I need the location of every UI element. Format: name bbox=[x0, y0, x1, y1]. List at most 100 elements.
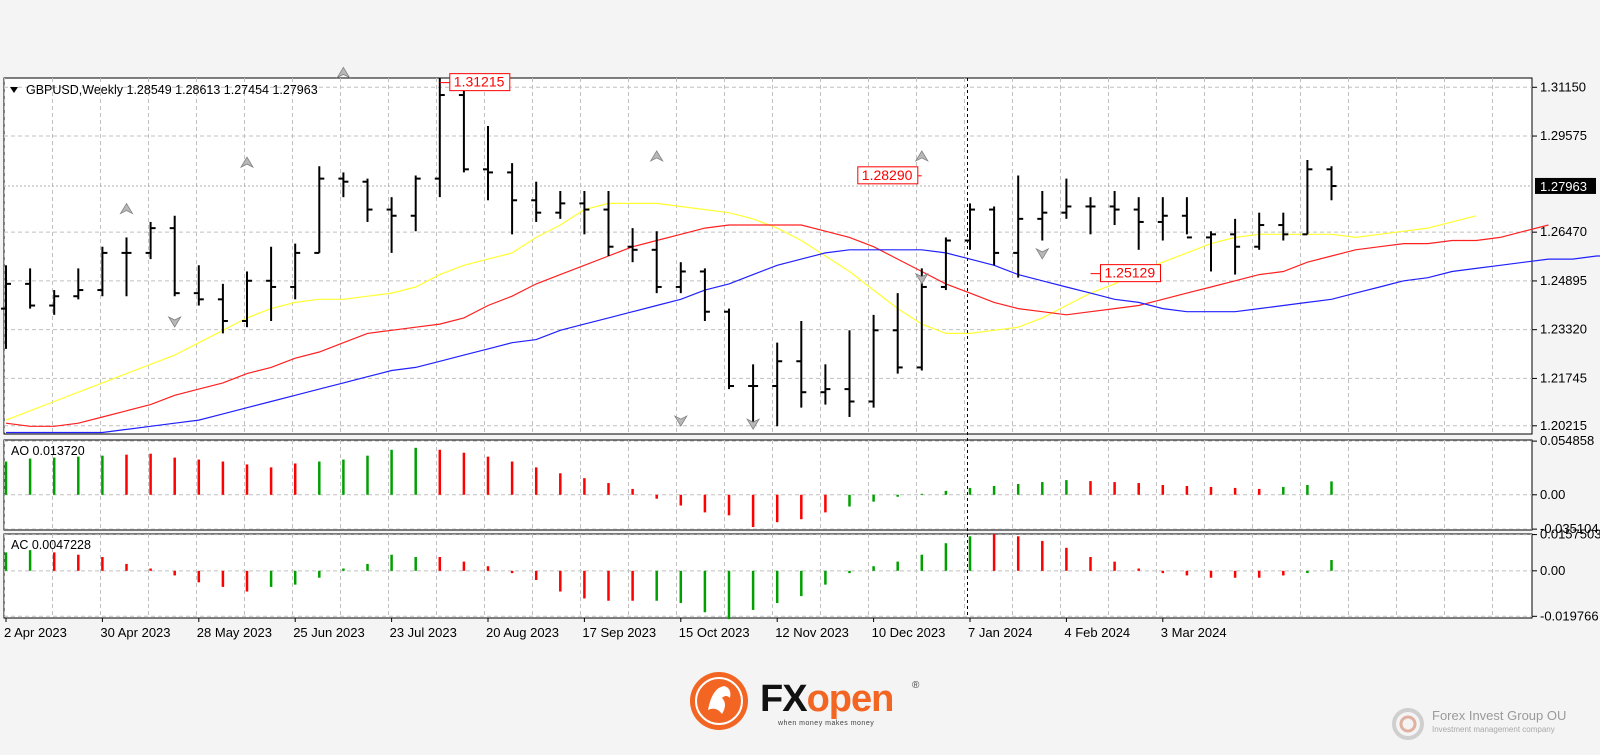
price-label-box bbox=[857, 166, 919, 185]
price-tick-label: 1.26470 bbox=[1540, 224, 1587, 239]
ohlc-bar bbox=[338, 172, 349, 198]
time-tick-label: 3 Mar 2024 bbox=[1161, 625, 1227, 640]
price-tick-label: 1.20215 bbox=[1540, 418, 1587, 433]
ohlc-bar bbox=[1326, 166, 1337, 201]
price-tick-label: 1.21745 bbox=[1540, 370, 1587, 385]
ohlc-bar bbox=[989, 206, 1000, 266]
price-label-box bbox=[449, 73, 511, 92]
ohlc-bar bbox=[73, 268, 84, 300]
ohlc-bar bbox=[507, 163, 518, 235]
ohlc-bar bbox=[483, 125, 493, 201]
ohlc-bar bbox=[748, 364, 759, 424]
ohlc-bar bbox=[868, 314, 879, 408]
time-tick-label: 25 Jun 2023 bbox=[293, 625, 365, 640]
fractal-down-icon bbox=[746, 418, 761, 430]
ohlc-bar bbox=[1302, 160, 1313, 236]
fractal-up-icon bbox=[649, 150, 664, 162]
ohlc-bar bbox=[121, 237, 132, 297]
ohlc-bar bbox=[1254, 212, 1265, 250]
ohlc-bar bbox=[1230, 218, 1241, 275]
ohlc-bar bbox=[1037, 190, 1048, 241]
ohlc-bar bbox=[242, 271, 252, 328]
symbol-header: GBPUSD,Weekly 1.28549 1.28613 1.27454 1.… bbox=[26, 83, 318, 97]
ohlc-bar bbox=[362, 178, 373, 222]
price-label-text: 1.28290 bbox=[862, 167, 913, 183]
time-tick-label: 2 Apr 2023 bbox=[4, 625, 67, 640]
time-tick-label: 23 Jul 2023 bbox=[390, 625, 457, 640]
corp-name: Forex Invest Group OU bbox=[1432, 708, 1567, 723]
ac-tick-label: 0.00 bbox=[1540, 563, 1565, 578]
fractal-up-icon bbox=[336, 66, 351, 79]
brand-name: FXopen bbox=[760, 678, 894, 720]
ohlc-bar bbox=[1109, 190, 1120, 226]
ohlc-bar bbox=[531, 181, 542, 222]
ohlc-bar bbox=[555, 190, 566, 219]
time-tick-label: 10 Dec 2023 bbox=[872, 625, 946, 640]
price-label-text: 1.31215 bbox=[454, 74, 505, 90]
current-price-label: 1.27963 bbox=[1540, 179, 1587, 194]
ohlc-bar bbox=[844, 330, 855, 417]
ohlc-bar bbox=[699, 268, 710, 322]
ohlc-bar bbox=[410, 175, 421, 232]
ohlc-bar bbox=[1061, 178, 1072, 219]
ohlc-bar bbox=[290, 243, 301, 300]
ohlc-bar bbox=[97, 246, 108, 297]
price-tick-label: 1.31150 bbox=[1540, 79, 1586, 94]
chart-area: 1.31215 1.28290 1.25129 1.31150 1.29575 1.264… bbox=[1, 66, 1600, 640]
price-tick-label: 1.29575 bbox=[1540, 128, 1587, 143]
time-tick-label: 28 May 2023 bbox=[197, 625, 272, 640]
ohlc-bar bbox=[1133, 197, 1144, 250]
ohlc-bar bbox=[266, 246, 277, 322]
fxopen-logo-icon bbox=[690, 672, 748, 730]
fractal-up-icon bbox=[914, 150, 929, 162]
footer: FXopen ® when money makes money Forex In… bbox=[0, 650, 1600, 755]
current-price-box bbox=[1535, 177, 1596, 194]
ohlc-bar bbox=[434, 78, 445, 198]
ao-label: AO 0.013720 bbox=[11, 444, 85, 458]
ohlc-bar bbox=[940, 237, 951, 291]
fractal-up-icon bbox=[239, 156, 255, 169]
ao-tick-label: 0.00 bbox=[1540, 487, 1565, 502]
ac-label: AC 0.0047228 bbox=[11, 538, 91, 552]
ohlc-bar bbox=[651, 231, 662, 294]
ohlc-bar bbox=[1181, 197, 1192, 239]
time-tick-label: 30 Apr 2023 bbox=[100, 625, 170, 640]
ohlc-bar bbox=[458, 79, 469, 173]
corp-logo-icon bbox=[1392, 708, 1424, 740]
price-tick-label: 1.24895 bbox=[1540, 273, 1587, 288]
price-label-box bbox=[1100, 264, 1161, 283]
ohlc-bar bbox=[1157, 197, 1168, 241]
ohlc-bar bbox=[1, 265, 11, 349]
registered-mark: ® bbox=[912, 680, 920, 691]
ohlc-bar bbox=[1206, 231, 1216, 272]
ma-line-2 bbox=[6, 249, 1600, 434]
ma-line-1 bbox=[5, 224, 1549, 427]
ohlc-bar bbox=[820, 364, 831, 405]
ma-line-0 bbox=[5, 202, 1477, 421]
ohlc-bar bbox=[169, 215, 180, 297]
fractal-up-icon bbox=[119, 202, 134, 215]
panel-1 bbox=[3, 439, 1533, 531]
fractal-down-icon bbox=[914, 272, 929, 285]
ao-tick-label: -0.035104 bbox=[1540, 521, 1599, 536]
panel-2 bbox=[3, 533, 1533, 619]
brand-tagline: when money makes money bbox=[778, 720, 875, 727]
panel-0 bbox=[3, 77, 1533, 435]
ohlc-bar bbox=[49, 290, 60, 315]
ohlc-bar bbox=[193, 265, 204, 306]
ac-tick-label: -0.019766 bbox=[1540, 608, 1599, 623]
ohlc-bar bbox=[724, 308, 734, 390]
ohlc-bar bbox=[145, 221, 156, 260]
price-tick-label: 1.23320 bbox=[1540, 322, 1587, 337]
time-tick-label: 12 Nov 2023 bbox=[775, 625, 849, 640]
ohlc-bar bbox=[627, 228, 638, 263]
time-tick-label: 17 Sep 2023 bbox=[582, 625, 656, 640]
ohlc-bar bbox=[1085, 197, 1096, 235]
ohlc-bar bbox=[25, 268, 36, 309]
ohlc-bar bbox=[579, 190, 590, 235]
price-label-text: 1.25129 bbox=[1105, 265, 1156, 281]
time-tick-label: 20 Aug 2023 bbox=[486, 625, 559, 640]
ohlc-bar bbox=[217, 283, 228, 334]
ohlc-bar bbox=[1013, 175, 1024, 278]
fractal-down-icon bbox=[673, 415, 688, 427]
